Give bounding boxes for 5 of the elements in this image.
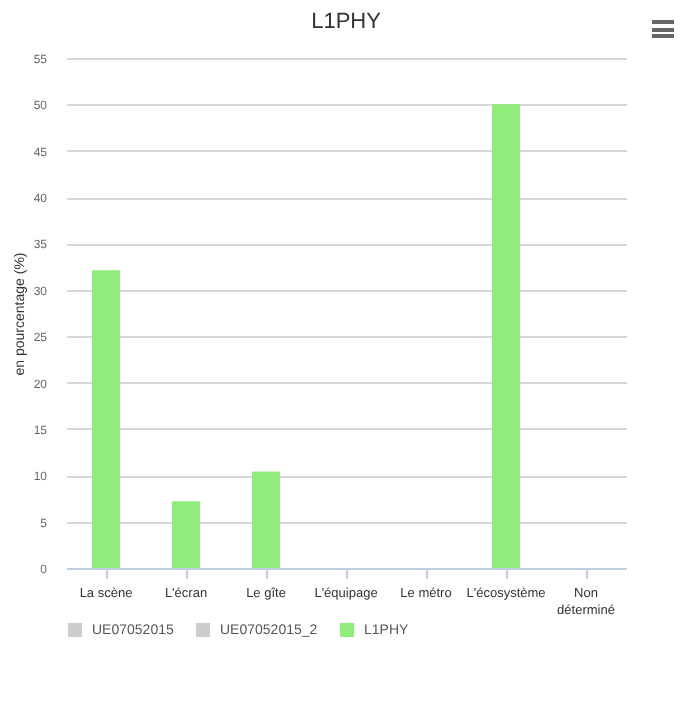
bar [252,471,280,568]
bar [92,270,120,568]
chart-title: L1PHY [311,10,383,34]
bar [492,104,520,568]
bar [172,501,200,568]
